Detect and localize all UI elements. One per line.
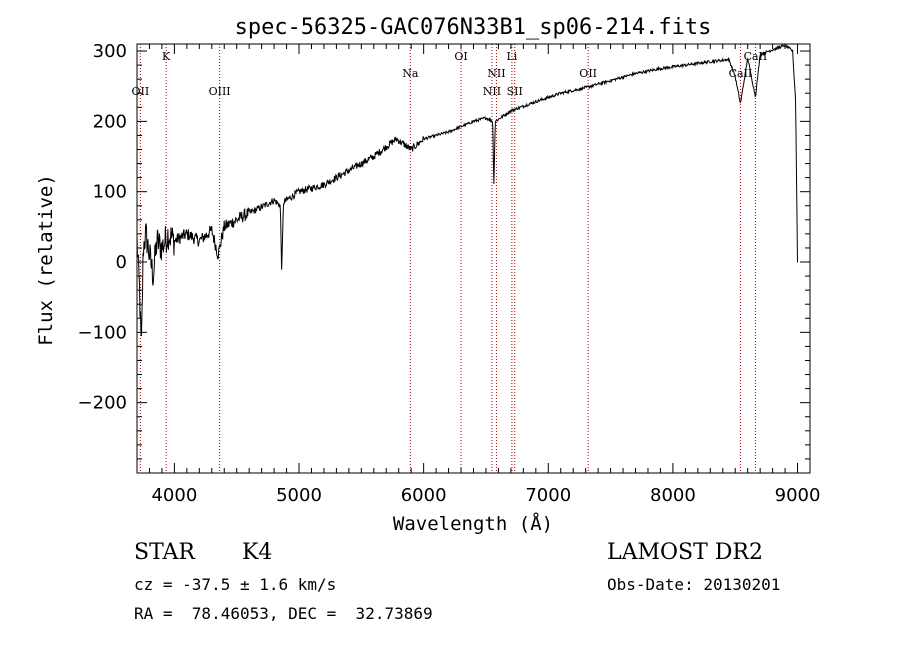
y-tick-label: 100 <box>93 182 127 203</box>
y-axis-label: Flux (relative) <box>35 174 57 346</box>
redshift-velocity: cz = -37.5 ± 1.6 km/s <box>134 575 337 594</box>
x-tick-label: 5000 <box>276 485 322 506</box>
y-tick-label: 200 <box>93 111 127 132</box>
y-tick-label: −200 <box>78 393 127 414</box>
y-tick-label: −100 <box>78 322 127 343</box>
spectral-line-label: CaII <box>729 67 753 80</box>
x-tick-label: 7000 <box>525 485 571 506</box>
x-tick-label: 9000 <box>775 485 821 506</box>
plot-frame <box>136 43 811 474</box>
x-axis-label: Wavelength (Å) <box>393 512 553 535</box>
spectral-line-label: K <box>162 50 171 63</box>
x-tick-label: 6000 <box>401 485 447 506</box>
y-tick-label: 0 <box>116 252 127 273</box>
spectrum-line <box>136 43 798 337</box>
chart-title: spec-56325-GAC076N33B1_sp06-214.fits <box>235 15 712 40</box>
ra-dec-coordinates: RA = 78.46053, DEC = 32.73869 <box>134 604 433 623</box>
spectral-line-label: OI <box>454 50 467 63</box>
spectral-line-label: OII <box>132 85 150 98</box>
x-tick-label: 4000 <box>151 485 197 506</box>
spectral-line-label: NII <box>483 85 501 98</box>
x-tick-label: 8000 <box>650 485 696 506</box>
object-subclass: K4 <box>242 540 273 565</box>
observation-date: Obs-Date: 20130201 <box>607 575 781 594</box>
spectral-line-label: Li <box>506 50 517 63</box>
y-tick-label: 300 <box>93 41 127 62</box>
spectral-line-label: OIII <box>209 85 231 98</box>
spectrum-chart: spec-56325-GAC076N33B1_sp06-214.fits OII… <box>35 15 821 535</box>
spectral-line-label: NII <box>487 67 505 80</box>
object-class: STAR <box>134 540 195 565</box>
spectral-line-label: OII <box>579 67 597 80</box>
spectral-line-label: SII <box>507 85 523 98</box>
spectral-line-label: Na <box>402 67 419 80</box>
survey-name: LAMOST DR2 <box>607 540 763 565</box>
